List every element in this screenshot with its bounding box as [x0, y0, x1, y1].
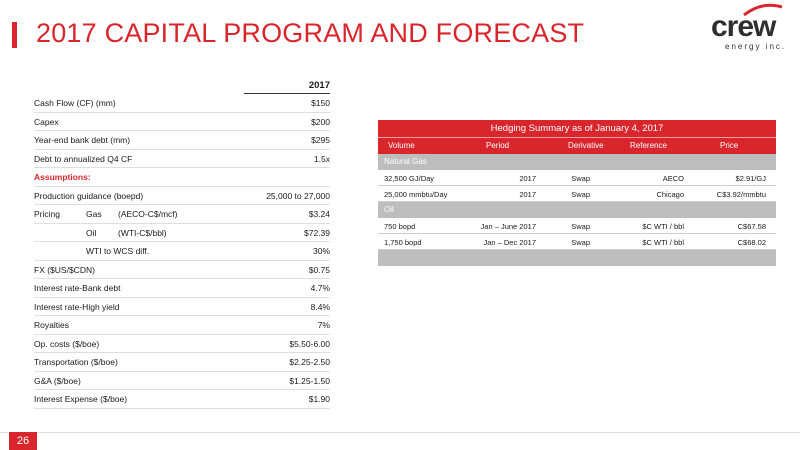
cell-volume: 750 bopd [384, 222, 416, 231]
row-value: $150 [311, 98, 330, 108]
table-row-pricing-gas: Pricing Gas (AECO-C$/mcf) $3.24 [34, 205, 330, 224]
table-row: G&A ($/boe) $1.25-1.50 [34, 372, 330, 390]
table-row: Royalties 7% [34, 316, 330, 335]
hedging-title: Hedging Summary as of January 4, 2017 [378, 120, 776, 137]
row-label: Capex [34, 116, 59, 127]
pricing-label: Pricing [34, 209, 60, 219]
hedging-column-headers: Volume Period Derivative Reference Price [378, 137, 776, 154]
page-number: 26 [9, 432, 37, 450]
footer-divider [0, 432, 800, 433]
row-label: G&A ($/boe) [34, 375, 81, 386]
cell-volume: 1,750 bopd [384, 238, 422, 247]
section-label: Assumptions: [34, 172, 91, 182]
table-row: 1,750 bopd Jan – Dec 2017 Swap $C WTI / … [378, 234, 776, 250]
logo-swoosh-icon [743, 3, 783, 17]
company-tagline: energy inc. [725, 42, 787, 51]
cell-period: Jan – Dec 2017 [483, 238, 536, 247]
cell-reference: $C WTI / bbl [642, 222, 684, 231]
row-label: Interest rate-High yield [34, 301, 120, 312]
capital-program-table: 2017 Cash Flow (CF) (mm) $150 Capex $200 Y… [34, 78, 330, 409]
gas-label: Gas [86, 209, 102, 219]
cell-reference: $C WTI / bbl [642, 238, 684, 247]
col-derivative: Derivative [568, 141, 604, 150]
cell-price: C$3.92/mmbtu [716, 190, 766, 199]
cell-reference: AECO [662, 174, 684, 183]
gas-unit: (AECO-C$/mcf) [118, 209, 178, 219]
row-value: 1.5x [313, 153, 330, 164]
row-value: $2.25-2.50 [289, 357, 330, 367]
row-label: Transportation ($/boe) [34, 357, 118, 367]
table-row: Capex $200 [34, 113, 330, 131]
table-row: Transportation ($/boe) $2.25-2.50 [34, 353, 330, 372]
row-value: 4.7% [310, 283, 330, 293]
cell-derivative: Swap [571, 238, 590, 247]
row-value: $295 [311, 135, 330, 145]
cell-price: $2.91/GJ [735, 174, 766, 183]
cell-price: C$67.58 [737, 222, 766, 231]
cell-volume: 25,000 mmbtu/Day [384, 190, 448, 199]
group-oil: Oil [378, 202, 776, 218]
cell-period: 2017 [519, 190, 536, 199]
row-label: Production guidance (boepd) [34, 190, 144, 201]
row-label: Cash Flow (CF) (mm) [34, 98, 116, 108]
cell-derivative: Swap [571, 190, 590, 199]
cell-period: 2017 [519, 174, 536, 183]
col-period: Period [486, 141, 510, 150]
cell-volume: 32,500 GJ/Day [384, 174, 435, 183]
table-row: Production guidance (boepd) 25,000 to 27,… [34, 187, 330, 205]
year-header: 2017 [244, 80, 330, 94]
cell-reference: Chicago [656, 190, 684, 199]
row-value: $5.50-6.00 [289, 338, 330, 349]
row-value: $1.90 [308, 394, 330, 404]
cell-period: Jan – June 2017 [480, 222, 536, 231]
table-row-pricing-oil: Oil (WTI-C$/bbl) $72.39 [34, 224, 330, 242]
row-label: Interest rate-Bank debt [34, 283, 121, 293]
table-row: FX ($US/$CDN) $0.75 [34, 261, 330, 279]
table-row: 750 bopd Jan – June 2017 Swap $C WTI / b… [378, 218, 776, 234]
hedging-summary-table: Hedging Summary as of January 4, 2017 Vo… [378, 120, 776, 266]
table-row: Interest rate-High yield 8.4% [34, 298, 330, 316]
row-label: FX ($US/$CDN) [34, 264, 95, 275]
gas-value: $3.24 [308, 209, 330, 219]
page-title: 2017 CAPITAL PROGRAM AND FORECAST [36, 18, 585, 48]
table-row: Interest rate-Bank debt 4.7% [34, 279, 330, 298]
row-label: Year-end bank debt (mm) [34, 135, 131, 145]
wti-label: WTI to WCS diff. [86, 246, 150, 256]
row-value: $0.75 [308, 264, 330, 275]
table-row: Op. costs ($/boe) $5.50-6.00 [34, 335, 330, 353]
table-row-wti-diff: WTI to WCS diff. 30% [34, 242, 330, 261]
oil-label: Oil [86, 227, 97, 238]
row-value: $1.25-1.50 [289, 375, 330, 386]
assumptions-section-label: Assumptions: [34, 168, 330, 187]
cell-price: C$68.02 [737, 238, 766, 247]
cell-derivative: Swap [571, 222, 590, 231]
group-natural-gas: Natural Gas [378, 154, 776, 170]
row-label: Debt to annualized Q4 CF [34, 153, 133, 164]
cell-derivative: Swap [571, 174, 590, 183]
row-label: Op. costs ($/boe) [34, 338, 100, 349]
title-accent-bar [12, 22, 17, 48]
company-logo: crew [711, 10, 776, 43]
row-label: Interest Expense ($/boe) [34, 394, 128, 404]
table-row: Cash Flow (CF) (mm) $150 [34, 94, 330, 113]
oil-value: $72.39 [304, 227, 330, 238]
table-row: 32,500 GJ/Day 2017 Swap AECO $2.91/GJ [378, 170, 776, 186]
table-footer-band [378, 250, 776, 266]
table-row: Year-end bank debt (mm) $295 [34, 131, 330, 150]
table-row: Debt to annualized Q4 CF 1.5x [34, 150, 330, 168]
col-reference: Reference [630, 141, 667, 150]
row-value: 25,000 to 27,000 [266, 190, 330, 201]
row-value: 7% [317, 320, 330, 330]
table-row: Interest Expense ($/boe) $1.90 [34, 390, 330, 409]
col-price: Price [720, 141, 739, 150]
row-label: Royalties [34, 320, 69, 330]
oil-unit: (WTI-C$/bbl) [118, 227, 167, 238]
wti-value: 30% [312, 246, 330, 256]
row-value: 8.4% [310, 301, 330, 312]
table-row: 25,000 mmbtu/Day 2017 Swap Chicago C$3.9… [378, 186, 776, 202]
col-volume: Volume [388, 141, 415, 150]
row-value: $200 [311, 116, 330, 127]
